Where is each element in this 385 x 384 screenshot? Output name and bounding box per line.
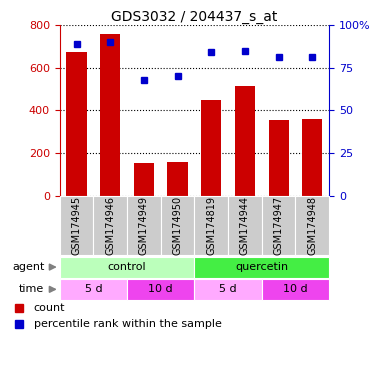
Text: GSM174819: GSM174819 [206, 196, 216, 255]
Bar [228, 196, 262, 255]
Bar [262, 196, 296, 255]
Bar [269, 120, 289, 196]
Bar [100, 33, 120, 196]
Text: 10 d: 10 d [283, 284, 308, 295]
Text: 5 d: 5 d [219, 284, 237, 295]
Bar [235, 86, 255, 196]
Bar [296, 196, 329, 255]
Text: 5 d: 5 d [85, 284, 102, 295]
Text: GSM174945: GSM174945 [72, 196, 82, 255]
Bar [93, 196, 127, 255]
Bar [134, 163, 154, 196]
Text: time: time [19, 284, 44, 295]
Text: GSM174944: GSM174944 [240, 196, 250, 255]
Bar [66, 52, 87, 196]
Text: GSM174946: GSM174946 [105, 196, 115, 255]
Bar [194, 196, 228, 255]
Text: percentile rank within the sample: percentile rank within the sample [33, 319, 221, 329]
Bar [127, 196, 161, 255]
Text: count: count [33, 303, 65, 313]
Bar [194, 257, 329, 278]
Bar [167, 162, 188, 196]
Title: GDS3032 / 204437_s_at: GDS3032 / 204437_s_at [111, 10, 278, 24]
Text: quercetin: quercetin [235, 262, 288, 272]
Text: GSM174950: GSM174950 [172, 196, 182, 255]
Text: GSM174947: GSM174947 [274, 196, 284, 255]
Bar [194, 279, 262, 300]
Bar [262, 279, 329, 300]
Bar [60, 196, 93, 255]
Bar [60, 279, 127, 300]
Text: agent: agent [12, 262, 44, 272]
Text: 10 d: 10 d [149, 284, 173, 295]
Text: GSM174948: GSM174948 [307, 196, 317, 255]
Bar [201, 100, 221, 196]
Bar [60, 257, 194, 278]
Bar [161, 196, 194, 255]
Bar [127, 279, 194, 300]
Text: control: control [108, 262, 146, 272]
Bar [302, 119, 323, 196]
Text: GSM174949: GSM174949 [139, 196, 149, 255]
